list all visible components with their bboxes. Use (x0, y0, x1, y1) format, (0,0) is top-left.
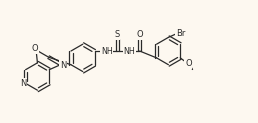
Text: N: N (60, 61, 66, 70)
Text: NH: NH (101, 46, 113, 56)
Text: O: O (31, 44, 38, 53)
Text: Br: Br (176, 29, 186, 38)
Text: O: O (185, 59, 192, 68)
Text: O: O (136, 30, 143, 39)
Text: S: S (115, 30, 120, 39)
Text: N: N (20, 79, 26, 88)
Text: NH: NH (124, 46, 135, 56)
